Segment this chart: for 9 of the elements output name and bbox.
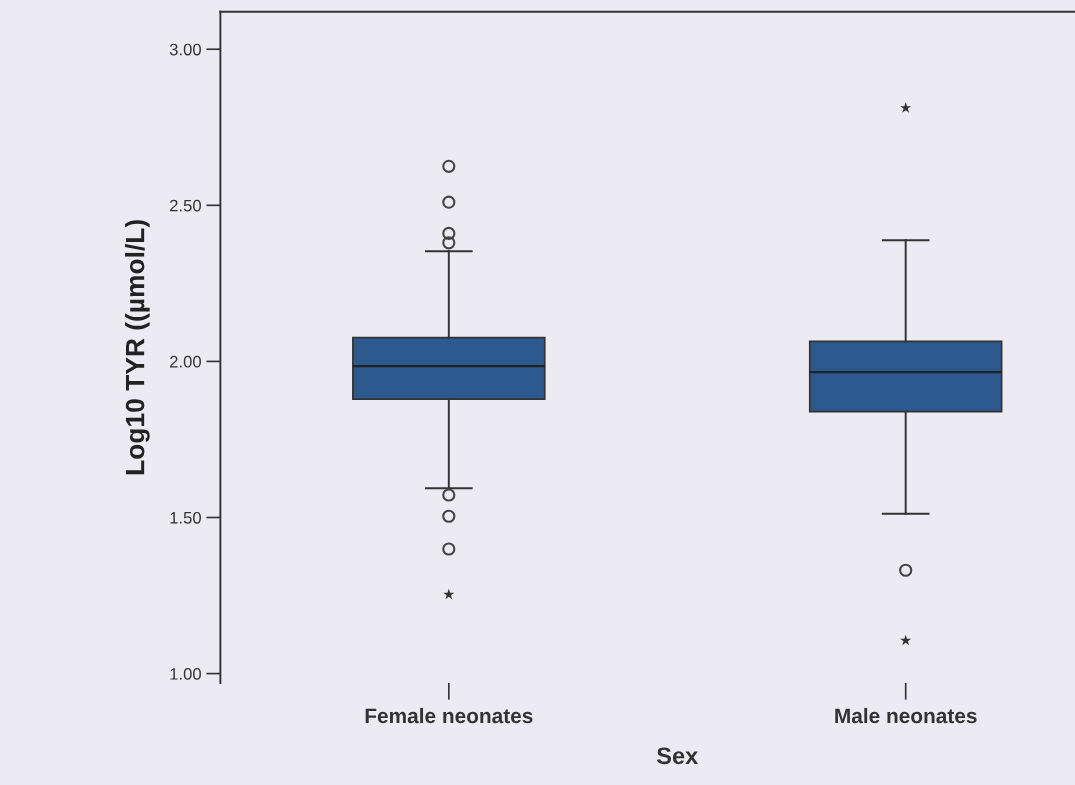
y-tick-label: 2.50 (170, 199, 201, 212)
x-axis-title: Sex (656, 747, 699, 765)
x-tick-label: Male neonates (835, 707, 977, 724)
y-tick-label: 2.00 (170, 355, 201, 368)
y-tick-label: 3.00 (169, 43, 201, 56)
x-tick-label: Female neonates (365, 707, 533, 724)
y-tick-label: 1.50 (170, 511, 201, 524)
y-axis-title: Log10 TYR ((µmol/L) (125, 220, 150, 475)
y-tick-label: 1.00 (170, 667, 201, 680)
